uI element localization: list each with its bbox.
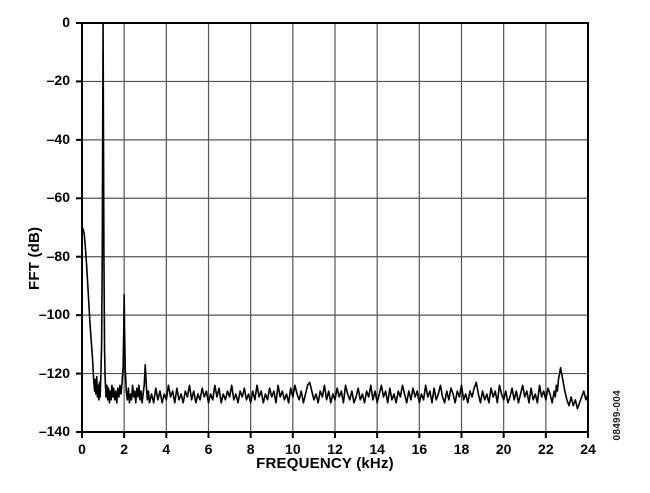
figure-watermark: 08499-004 xyxy=(612,390,623,441)
x-tick-label: 22 xyxy=(538,441,554,457)
y-tick-label: –80 xyxy=(46,247,70,264)
y-tick-label: –60 xyxy=(46,189,70,206)
x-tick-label: 8 xyxy=(246,441,255,457)
x-tick-label: 16 xyxy=(411,441,428,457)
x-tick-label: 12 xyxy=(327,441,343,457)
y-tick-label: –100 xyxy=(38,306,70,323)
x-tick-label: 2 xyxy=(120,441,129,457)
series-line xyxy=(81,22,589,410)
x-tick-label: 4 xyxy=(162,441,171,457)
x-axis-title: FREQUENCY (kHz) xyxy=(256,455,394,472)
x-tick-label: 24 xyxy=(580,441,596,457)
y-tick-label: –140 xyxy=(38,423,70,439)
data-series xyxy=(81,22,589,410)
y-axis-title: FFT (dB) xyxy=(26,226,43,290)
grid-lines xyxy=(82,23,588,432)
x-tick-label: 6 xyxy=(204,441,213,457)
y-tick-label: –40 xyxy=(46,130,70,147)
y-tick-label: 0 xyxy=(62,14,70,30)
y-tick-label: –120 xyxy=(38,364,70,381)
x-tick-label: 0 xyxy=(78,441,86,457)
x-tick-label: 10 xyxy=(285,441,301,457)
x-tick-label: 14 xyxy=(369,441,385,457)
tick-marks xyxy=(76,22,589,438)
x-tick-label: 20 xyxy=(495,441,512,457)
y-tick-label: –20 xyxy=(46,72,70,89)
x-tick-label: 18 xyxy=(453,441,470,457)
